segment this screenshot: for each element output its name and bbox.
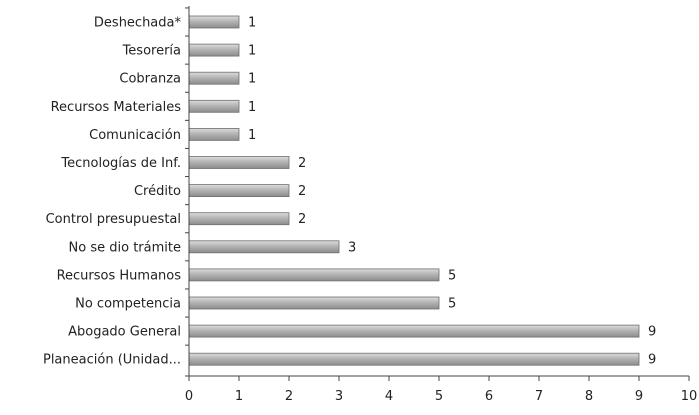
data-label: 9: [648, 325, 656, 340]
category-label: Tesorería: [122, 44, 181, 59]
x-tick-label: 4: [385, 389, 393, 404]
x-tick-label: 8: [585, 389, 593, 404]
category-label: Comunicación: [89, 128, 181, 143]
bar: [188, 296, 440, 310]
bar: [188, 43, 240, 57]
bar: [188, 184, 290, 198]
data-label: 3: [348, 240, 356, 255]
bar: [188, 240, 340, 254]
category-label: Tecnologías de Inf.: [60, 156, 181, 171]
x-tick-label: 5: [435, 389, 443, 404]
x-tick-label: 7: [535, 389, 543, 404]
data-label: 2: [298, 212, 306, 227]
x-tick-label: 3: [335, 389, 343, 404]
data-label: 1: [248, 44, 256, 59]
data-label: 1: [248, 72, 256, 87]
bar: [188, 324, 640, 338]
category-label: Planeación (Unidad...: [43, 353, 181, 368]
x-tick-label: 0: [185, 389, 193, 404]
data-label: 1: [248, 16, 256, 31]
data-label: 2: [298, 184, 306, 199]
category-label: Cobranza: [119, 72, 181, 87]
category-label: Deshechada*: [94, 16, 182, 31]
data-label: 1: [248, 100, 256, 115]
category-label: Control presupuestal: [46, 212, 181, 227]
bar: [188, 127, 240, 141]
bars-layer: [188, 15, 640, 366]
x-tick-label: 2: [285, 389, 293, 404]
category-label: No se dio trámite: [69, 240, 181, 255]
bar: [188, 156, 290, 169]
x-tick-label: 10: [681, 389, 698, 404]
data-label: 5: [448, 297, 456, 312]
data-label: 2: [298, 156, 306, 171]
bar: [188, 352, 640, 366]
axis-layer: [185, 6, 690, 381]
category-label: Crédito: [134, 184, 181, 199]
data-label: 1: [248, 128, 256, 143]
category-label: No competencia: [75, 297, 181, 312]
category-label: Recursos Materiales: [51, 100, 182, 115]
data-label: 9: [648, 353, 656, 368]
x-tick-label: 1: [235, 389, 243, 404]
bar: [188, 268, 440, 282]
category-label: Recursos Humanos: [57, 268, 182, 283]
x-tick-label: 9: [635, 389, 643, 404]
data-label: 5: [448, 268, 456, 283]
bar: [188, 99, 240, 113]
bar: [188, 212, 290, 226]
bar: [188, 15, 240, 29]
x-tick-label: 6: [485, 389, 493, 404]
labels-layer: Deshechada* 1 Tesorería 1 Cobranza 1 Recursos …: [43, 16, 697, 405]
bar: [188, 71, 240, 85]
category-label: Abogado General: [68, 325, 181, 340]
